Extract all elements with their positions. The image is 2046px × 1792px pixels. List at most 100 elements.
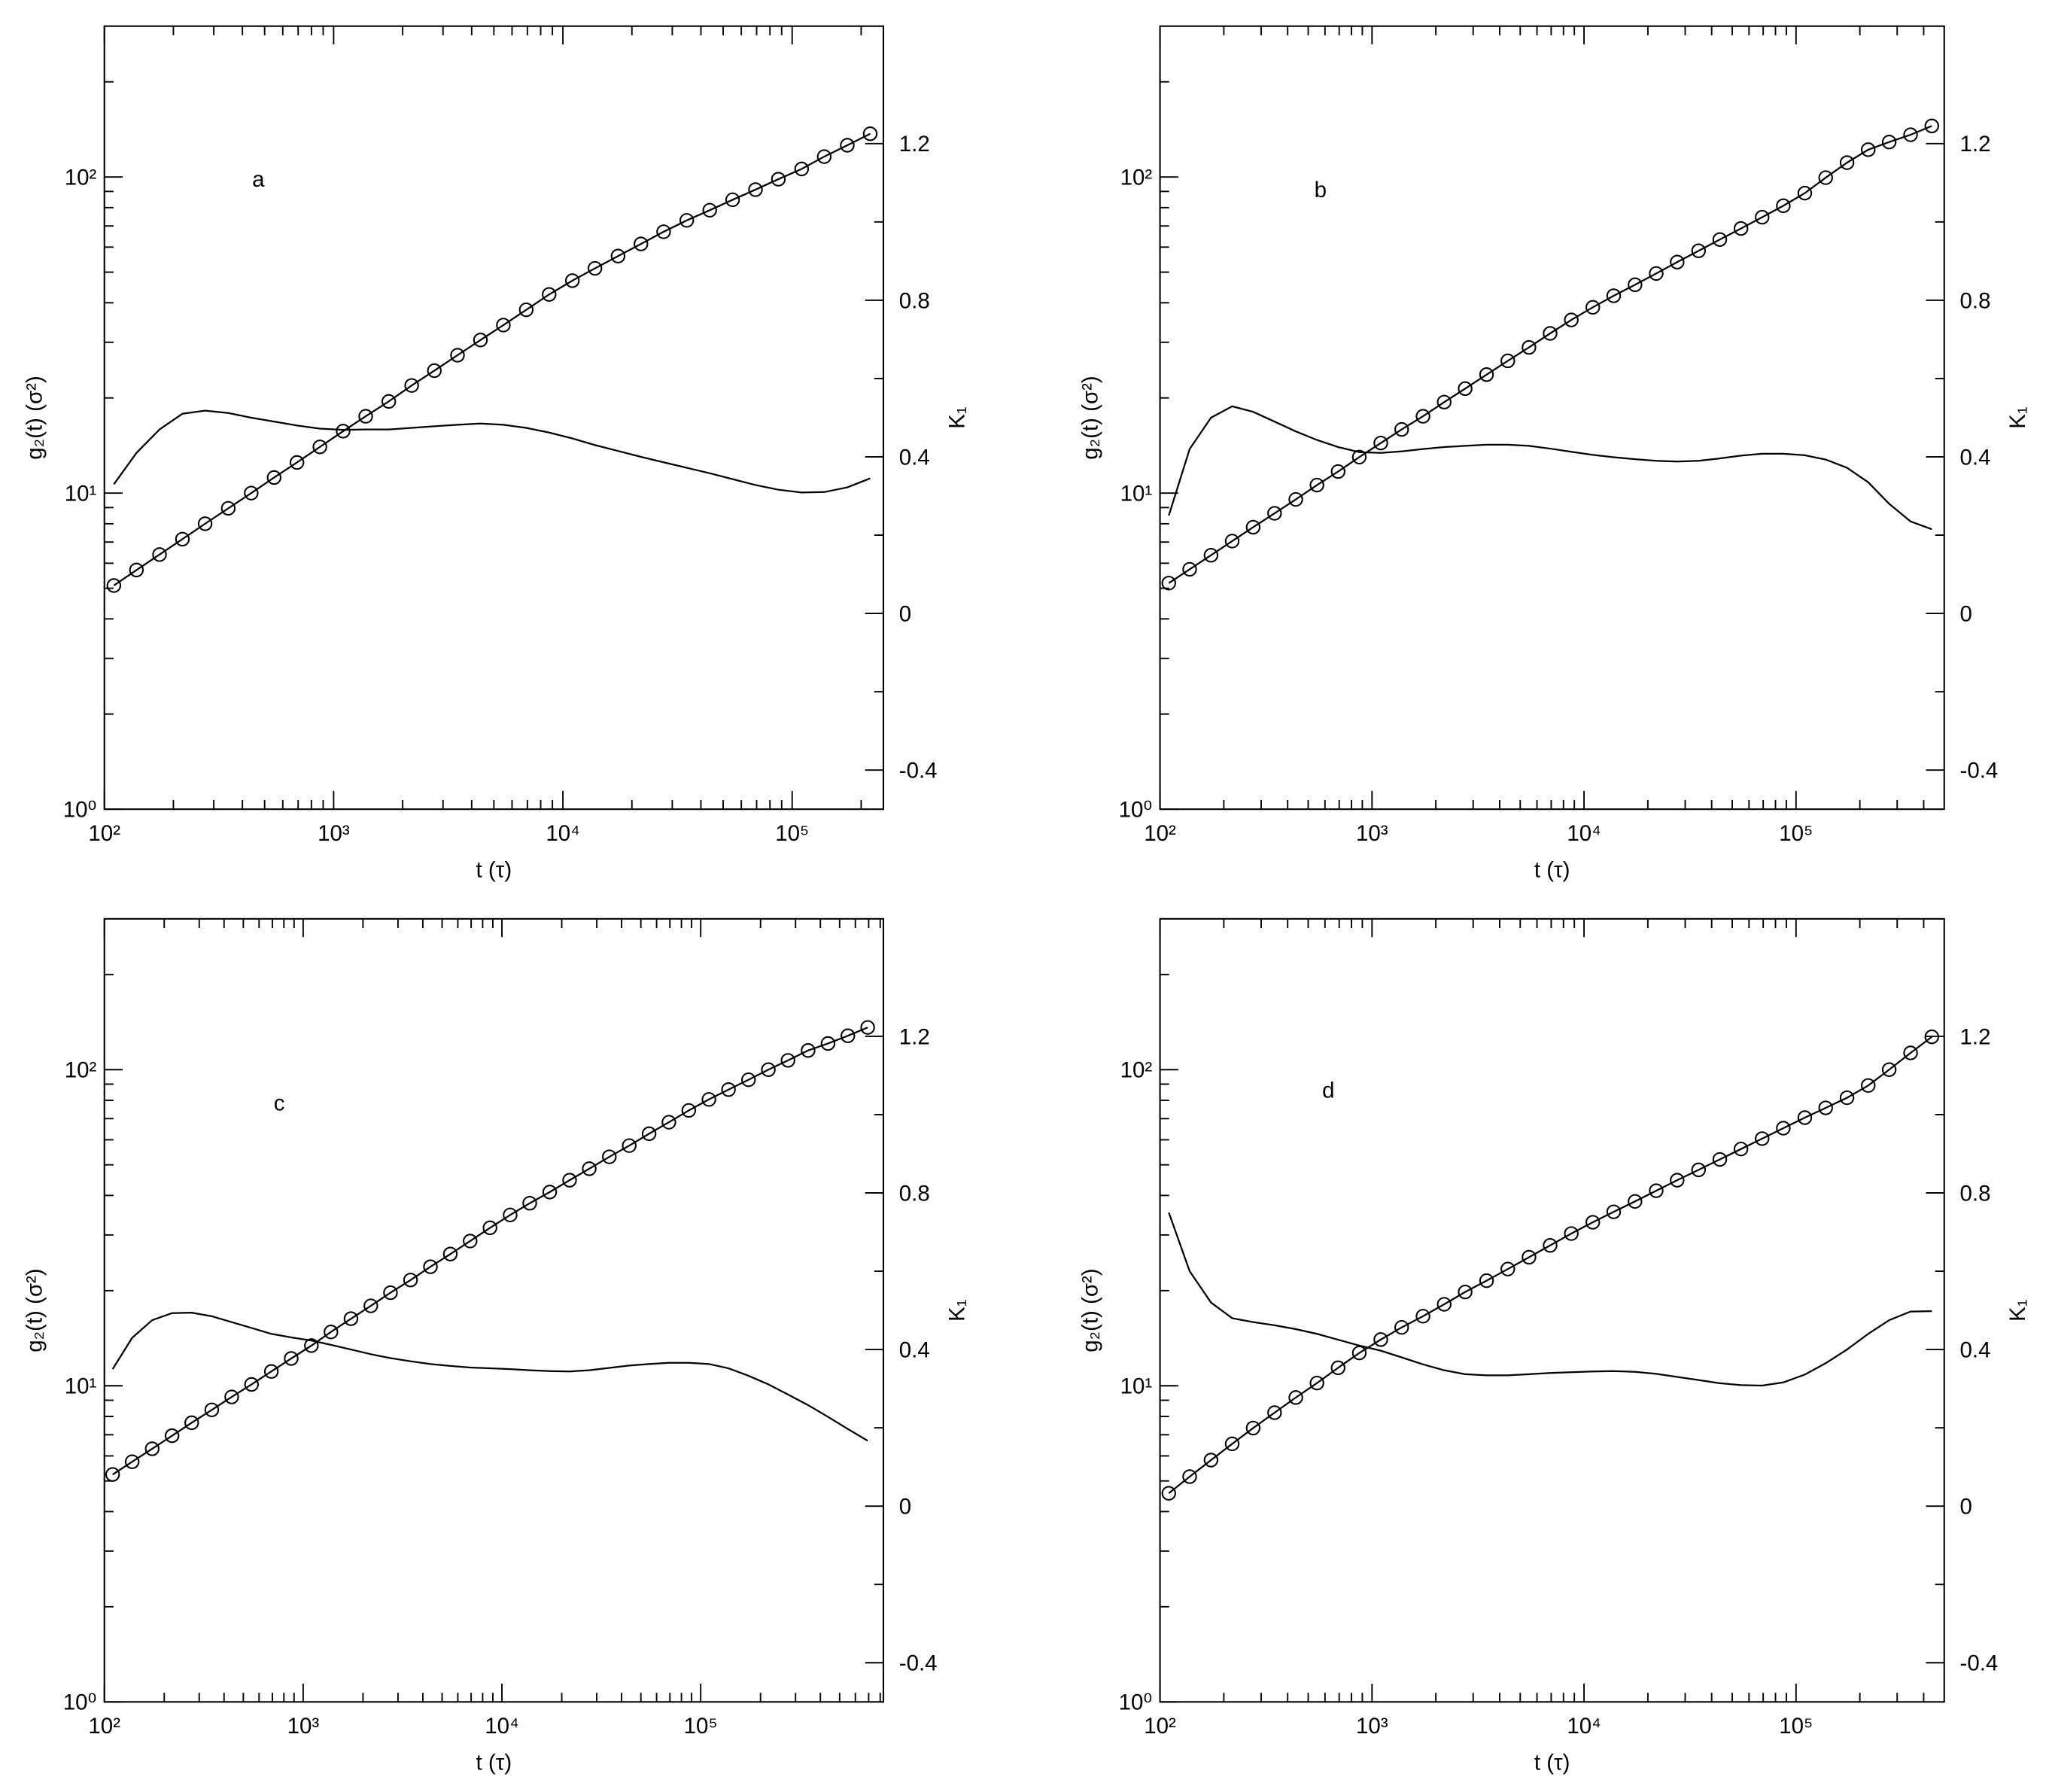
y-tick-label: 10⁰	[1119, 798, 1153, 823]
g2-marker	[1606, 1204, 1622, 1219]
y2-axis-label: K₁	[2005, 406, 2030, 429]
x-axis-label: t (τ)	[1534, 1750, 1570, 1775]
g2-marker	[1309, 1375, 1324, 1391]
y2-tick-label: 1.2	[1960, 132, 1991, 157]
g2-marker	[1415, 409, 1430, 424]
g2-marker	[748, 182, 763, 197]
g2-marker	[343, 1311, 359, 1326]
g2-marker	[1182, 1469, 1197, 1484]
g2-marker	[1755, 1131, 1770, 1146]
g2-marker	[1564, 1226, 1579, 1241]
g2-line	[1168, 1036, 1932, 1494]
g2-marker	[1224, 534, 1240, 549]
y2-tick-label: 0	[1960, 1495, 1972, 1520]
g2-marker	[518, 302, 534, 318]
g2-marker	[1436, 1297, 1452, 1312]
g2-marker	[463, 1234, 478, 1249]
y2-tick-label: 0	[899, 601, 911, 626]
y2-tick-label: -0.4	[899, 759, 938, 783]
y2-tick-label: 1.2	[1960, 1024, 1991, 1049]
g2-marker	[1330, 1360, 1345, 1376]
plot-frame	[103, 25, 884, 811]
y2-tick-label: 1.2	[899, 132, 930, 157]
g2-line	[112, 1027, 868, 1476]
g2-marker	[482, 1220, 497, 1236]
y-tick-label: 10²	[65, 166, 97, 190]
g2-marker	[1628, 277, 1643, 293]
y-tick-label: 10¹	[1120, 482, 1153, 507]
g2-marker	[404, 378, 419, 393]
g2-marker	[587, 260, 603, 276]
g2-marker	[423, 1259, 438, 1274]
g2-marker	[610, 248, 626, 263]
y2-tick-label: 0.4	[1960, 445, 1991, 470]
g2-marker	[1415, 1309, 1430, 1324]
g2-marker	[721, 1082, 736, 1097]
g2-marker	[1522, 339, 1537, 355]
y2-axis-label: K₁	[944, 406, 969, 429]
y2-tick-label: 0	[899, 1495, 911, 1520]
g2-marker	[1267, 506, 1282, 521]
x-tick-label: 10⁵	[1779, 821, 1813, 846]
y-tick-label: 10⁰	[63, 1690, 97, 1715]
g2-marker	[641, 1126, 657, 1142]
k1-line	[1168, 405, 1932, 531]
g2-marker	[1267, 1405, 1282, 1420]
g2-marker	[702, 202, 717, 218]
g2-marker	[661, 1115, 676, 1130]
g2-marker	[1903, 1045, 1918, 1060]
y-axis-label: g₂(t) (σ²)	[1078, 376, 1102, 459]
g2-marker	[862, 126, 878, 141]
y-tick-label: 10²	[1120, 1058, 1153, 1083]
g2-marker	[564, 273, 580, 288]
k1-line	[113, 409, 871, 494]
y2-tick-label: 0.8	[1960, 288, 1991, 313]
g2-marker	[1924, 1029, 1939, 1045]
g2-marker	[761, 1062, 776, 1077]
g2-marker	[1606, 288, 1622, 303]
g2-marker	[312, 440, 327, 455]
plot-frame	[1159, 25, 1945, 811]
g2-marker	[1649, 1183, 1664, 1198]
g2-marker	[1839, 1090, 1855, 1106]
g2-marker	[1797, 185, 1813, 201]
g2-marker	[679, 213, 695, 228]
y-tick-label: 10²	[1120, 166, 1153, 190]
g2-marker	[381, 394, 397, 409]
y2-axis-label: K₁	[2005, 1299, 2030, 1322]
g2-marker	[1479, 1273, 1494, 1288]
g2-marker	[1712, 1152, 1728, 1167]
g2-marker	[175, 531, 190, 547]
g2-marker	[1861, 142, 1876, 157]
g2-marker	[1881, 134, 1897, 150]
g2-marker	[1203, 1453, 1219, 1468]
g2-marker	[358, 409, 373, 424]
g2-marker	[204, 1402, 220, 1417]
g2-marker	[289, 455, 305, 470]
g2-marker	[152, 547, 167, 562]
g2-line	[1168, 125, 1932, 584]
g2-marker	[244, 485, 259, 500]
g2-marker	[124, 1454, 140, 1469]
g2-marker	[1924, 118, 1939, 134]
g2-marker	[503, 1207, 518, 1223]
g2-marker	[820, 1036, 836, 1051]
g2-marker	[1182, 561, 1197, 577]
y-tick-label: 10¹	[1120, 1374, 1153, 1399]
g2-marker	[383, 1285, 398, 1301]
y2-tick-label: 0.8	[1960, 1181, 1991, 1206]
g2-marker	[184, 1415, 199, 1431]
g2-marker	[1458, 381, 1473, 397]
x-tick-label: 10³	[318, 821, 350, 846]
g2-marker	[1351, 449, 1367, 465]
x-tick-label: 10²	[88, 1714, 120, 1739]
k1-line	[1168, 1212, 1932, 1387]
g2-marker	[1479, 367, 1494, 382]
g2-marker	[266, 470, 281, 485]
g2-marker	[1245, 1420, 1261, 1436]
panel-label: b	[1315, 178, 1327, 202]
y2-tick-label: -0.4	[899, 1651, 938, 1676]
g2-marker	[427, 363, 442, 379]
g2-marker	[1245, 519, 1261, 535]
